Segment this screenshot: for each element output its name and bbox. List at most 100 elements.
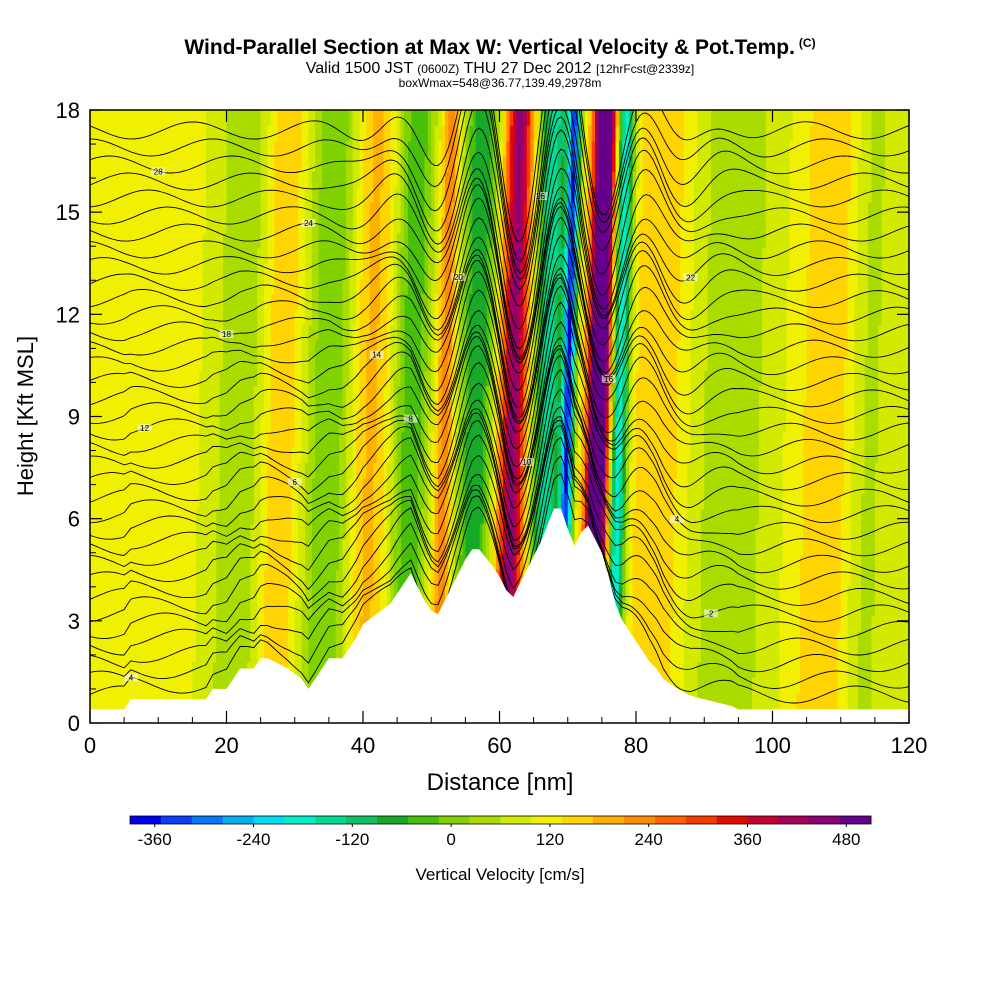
velocity-cell bbox=[216, 370, 221, 387]
velocity-cell bbox=[359, 493, 364, 510]
velocity-cell bbox=[127, 447, 132, 464]
velocity-cell bbox=[209, 125, 214, 142]
velocity-cell bbox=[287, 385, 292, 402]
velocity-cell bbox=[188, 339, 193, 356]
velocity-cell bbox=[216, 339, 221, 356]
velocity-cell bbox=[267, 186, 272, 203]
velocity-cell bbox=[328, 401, 333, 418]
velocity-cell bbox=[291, 263, 296, 280]
velocity-cell bbox=[322, 186, 327, 203]
velocity-cell bbox=[209, 615, 214, 632]
velocity-cell bbox=[322, 278, 327, 295]
velocity-cell bbox=[318, 661, 323, 678]
velocity-cell bbox=[216, 554, 221, 571]
velocity-cell bbox=[168, 569, 173, 586]
velocity-cell bbox=[366, 447, 371, 464]
velocity-cell bbox=[165, 431, 170, 448]
velocity-cell bbox=[209, 263, 214, 280]
velocity-cell bbox=[444, 355, 449, 372]
velocity-cell bbox=[506, 477, 511, 494]
velocity-cell bbox=[100, 462, 105, 479]
velocity-cell bbox=[250, 569, 255, 586]
velocity-cell bbox=[322, 263, 327, 280]
velocity-cell bbox=[298, 247, 303, 264]
velocity-cell bbox=[233, 110, 238, 111]
velocity-cell bbox=[318, 416, 323, 433]
velocity-cell bbox=[219, 355, 224, 372]
velocity-cell bbox=[158, 110, 163, 111]
velocity-cell bbox=[325, 631, 330, 647]
velocity-cell bbox=[127, 110, 132, 126]
velocity-cell bbox=[397, 462, 402, 479]
velocity-cell bbox=[352, 201, 357, 218]
velocity-cell bbox=[154, 140, 159, 157]
velocity-cell bbox=[250, 278, 255, 295]
velocity-cell bbox=[185, 140, 190, 157]
velocity-cell bbox=[206, 539, 211, 556]
velocity-cell bbox=[311, 416, 316, 433]
velocity-cell bbox=[158, 263, 163, 280]
velocity-cell bbox=[168, 370, 173, 387]
velocity-cell bbox=[489, 247, 494, 264]
velocity-cell bbox=[130, 447, 135, 464]
velocity-cell bbox=[233, 324, 238, 341]
velocity-cell bbox=[468, 401, 473, 418]
velocity-cell bbox=[117, 692, 122, 709]
velocity-cell bbox=[182, 324, 187, 341]
velocity-cell bbox=[175, 278, 180, 295]
velocity-cell bbox=[188, 554, 193, 571]
velocity-cell bbox=[431, 447, 436, 464]
velocity-cell bbox=[260, 523, 265, 540]
velocity-cell bbox=[141, 370, 146, 387]
velocity-cell bbox=[154, 309, 159, 326]
velocity-cell bbox=[90, 355, 95, 372]
velocity-cell bbox=[400, 370, 405, 387]
velocity-cell bbox=[103, 201, 108, 218]
velocity-cell bbox=[240, 585, 245, 601]
velocity-cell bbox=[421, 569, 426, 586]
velocity-cell bbox=[137, 263, 142, 280]
velocity-cell bbox=[171, 232, 176, 249]
velocity-cell bbox=[134, 247, 139, 264]
velocity-cell bbox=[171, 477, 176, 494]
velocity-cell bbox=[134, 677, 139, 693]
velocity-cell bbox=[359, 615, 364, 632]
velocity-cell bbox=[465, 110, 470, 111]
velocity-cell bbox=[185, 110, 190, 126]
velocity-cell bbox=[165, 278, 170, 295]
velocity-cell bbox=[103, 554, 108, 571]
velocity-cell bbox=[380, 447, 385, 464]
velocity-cell bbox=[236, 477, 241, 494]
velocity-cell bbox=[434, 385, 439, 402]
velocity-cell bbox=[158, 508, 163, 525]
velocity-cell bbox=[100, 631, 105, 647]
velocity-cell bbox=[243, 646, 248, 663]
velocity-cell bbox=[209, 155, 214, 172]
velocity-cell bbox=[144, 600, 149, 617]
velocity-cell bbox=[250, 385, 255, 402]
velocity-cell bbox=[226, 523, 231, 540]
velocity-cell bbox=[93, 110, 98, 111]
velocity-cell bbox=[424, 508, 429, 525]
velocity-cell bbox=[141, 447, 146, 464]
velocity-cell bbox=[96, 477, 101, 494]
velocity-cell bbox=[107, 462, 112, 479]
velocity-cell bbox=[427, 247, 432, 264]
velocity-cell bbox=[441, 110, 446, 111]
velocity-cell bbox=[264, 585, 269, 601]
velocity-cell bbox=[209, 247, 214, 264]
velocity-cell bbox=[311, 539, 316, 556]
velocity-cell bbox=[482, 278, 487, 295]
velocity-cell bbox=[127, 155, 132, 172]
velocity-cell bbox=[260, 171, 265, 188]
velocity-cell bbox=[120, 631, 125, 647]
velocity-cell bbox=[216, 493, 221, 510]
velocity-cell bbox=[171, 554, 176, 571]
velocity-cell bbox=[134, 493, 139, 510]
velocity-cell bbox=[161, 600, 166, 617]
velocity-cell bbox=[165, 309, 170, 326]
velocity-cell bbox=[427, 462, 432, 479]
velocity-cell bbox=[427, 385, 432, 402]
velocity-cell bbox=[523, 171, 528, 188]
velocity-cell bbox=[236, 324, 241, 341]
